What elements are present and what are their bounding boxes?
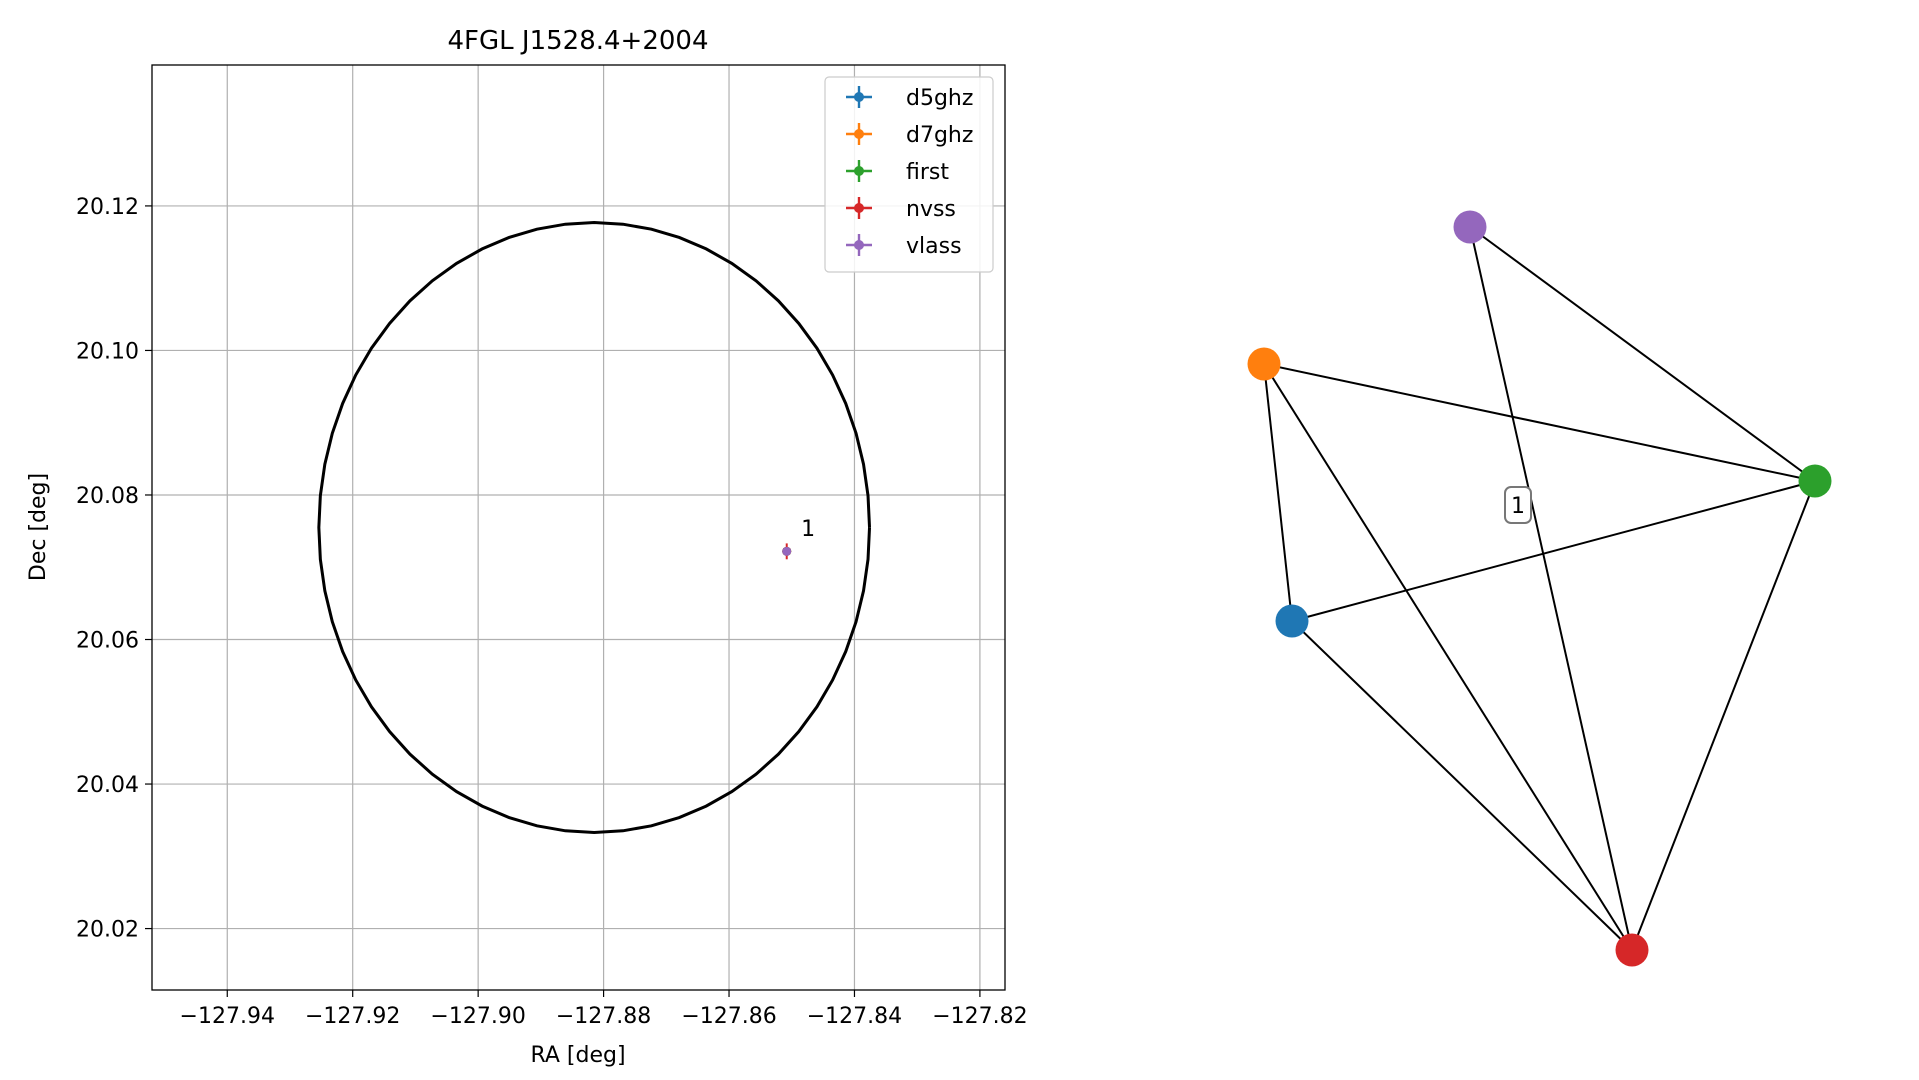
data-point-vlass: [782, 546, 792, 556]
y-tick-label: 20.06: [76, 629, 139, 654]
legend-entry-d5ghz: d5ghz: [846, 86, 973, 111]
axis-ticks: −127.94 −127.92 −127.90 −127.88 −127.86 −127.…: [76, 195, 1028, 1029]
legend-label: vlass: [906, 234, 962, 259]
graph-node-nvss: [1615, 933, 1649, 967]
y-tick-label: 20.08: [76, 484, 139, 509]
graph-edge-vlass-first: [1469, 226, 1816, 482]
legend-box: [824, 76, 994, 273]
legend-swatch-marker: [854, 92, 864, 102]
graph-nodes: [1247, 210, 1832, 967]
x-tick-label: −127.90: [430, 1004, 525, 1029]
x-tick-label: −127.82: [932, 1004, 1027, 1029]
legend-label: first: [906, 160, 949, 185]
graph-edge-d7ghz-first: [1263, 363, 1816, 482]
legend-swatch-marker: [854, 129, 864, 139]
y-tick-label: 20.02: [76, 918, 139, 943]
x-tick-label: −127.86: [681, 1004, 776, 1029]
graph-edge-d7ghz-d5ghz: [1263, 363, 1293, 622]
legend: d5ghz d7ghz first nvss vlass: [824, 76, 994, 273]
legend-entry-vlass: vlass: [846, 234, 962, 259]
chart-title: 4FGL J1528.4+2004: [448, 26, 709, 56]
graph-node-d5ghz: [1275, 604, 1309, 638]
sky-position-plot: 1 −127.94 −127.92 −127.90 −127.88 −127.86 −12…: [26, 26, 1028, 1068]
graph-edge-d7ghz-nvss: [1263, 363, 1633, 951]
x-axis-label: RA [deg]: [530, 1043, 625, 1068]
legend-swatch-marker: [854, 240, 864, 250]
plot-area-frame: [151, 64, 1006, 991]
graph-node-d7ghz: [1247, 347, 1281, 381]
y-tick-label: 20.04: [76, 773, 139, 798]
legend-swatch-marker: [854, 203, 864, 213]
error-ellipse: [317, 221, 872, 834]
x-tick-label: −127.84: [807, 1004, 902, 1029]
legend-label: d7ghz: [906, 123, 973, 148]
legend-swatch-marker: [854, 166, 864, 176]
grid: [152, 65, 1005, 990]
y-tick-label: 20.12: [76, 195, 139, 220]
source-points: 1: [782, 517, 815, 560]
graph-edge-d5ghz-first: [1291, 480, 1816, 622]
graph-edges: [1263, 226, 1816, 951]
graph-node-vlass: [1453, 210, 1487, 244]
graph-node-first: [1798, 464, 1832, 498]
x-tick-label: −127.88: [556, 1004, 651, 1029]
legend-entry-nvss: nvss: [846, 197, 956, 222]
legend-label: nvss: [906, 197, 956, 222]
graph-edge-first-nvss: [1631, 480, 1816, 951]
error-ellipse-layer: [317, 221, 872, 834]
graph-edge-vlass-nvss: [1469, 226, 1633, 951]
legend-entry-first: first: [846, 160, 949, 185]
x-tick-label: −127.94: [180, 1004, 275, 1029]
cluster-label-text: 1: [1511, 494, 1525, 519]
graph-edge-d5ghz-nvss: [1291, 620, 1633, 951]
point-annotation: 1: [801, 517, 815, 542]
y-axis-label: Dec [deg]: [26, 473, 51, 581]
point-marker: [782, 546, 792, 556]
legend-entry-d7ghz: d7ghz: [846, 123, 973, 148]
x-tick-label: −127.92: [305, 1004, 400, 1029]
association-graph: 1: [1247, 210, 1832, 967]
cluster-label: 1: [1504, 486, 1532, 524]
legend-label: d5ghz: [906, 86, 973, 111]
y-tick-label: 20.10: [76, 339, 139, 364]
cluster-label-box: [1504, 486, 1532, 524]
